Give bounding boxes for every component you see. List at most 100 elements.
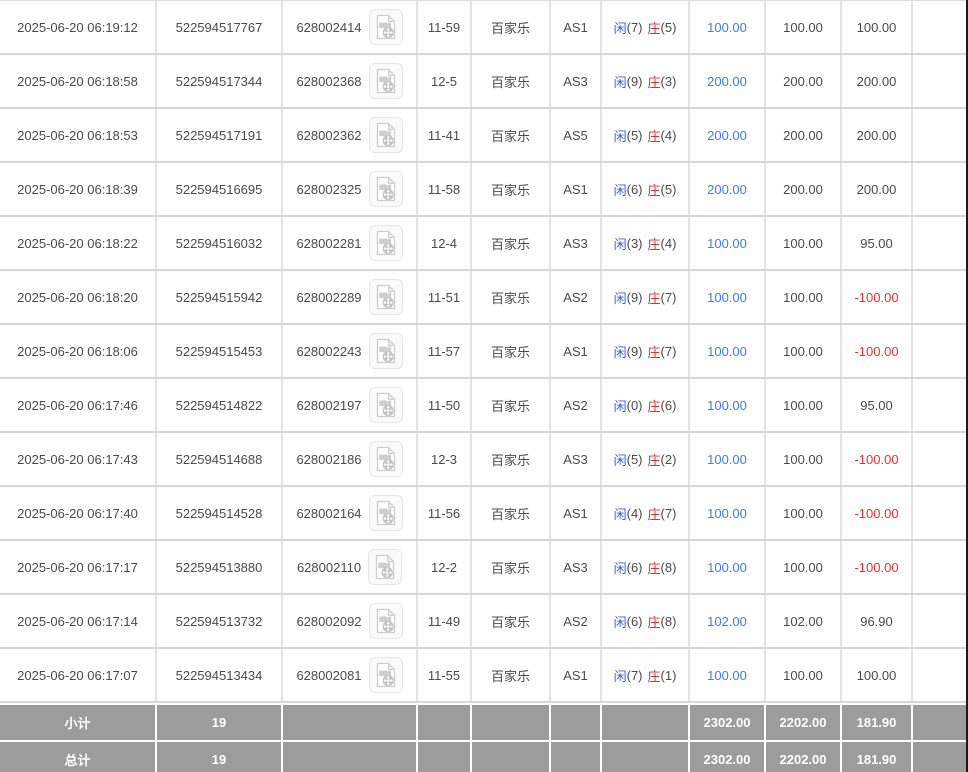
win-loss: -100.00 [854, 505, 899, 521]
bet-amount-link[interactable]: 100.00 [707, 397, 747, 413]
bet-amount-link[interactable]: 100.00 [707, 451, 747, 467]
win-loss: -100.00 [854, 451, 899, 467]
video-replay-button[interactable] [368, 495, 403, 531]
round-id: 628002081 [296, 667, 362, 683]
video-replay-button[interactable] [368, 225, 403, 261]
game-type: 百家乐 [490, 74, 530, 90]
banker-label: 庄 [647, 290, 661, 306]
banker-label: 庄 [647, 344, 661, 360]
valid-amount: 100.00 [783, 19, 823, 35]
bet-id: 522594517767 [175, 19, 263, 35]
table-round: 12-2 [430, 559, 458, 575]
bet-amount-link[interactable]: 200.00 [707, 181, 747, 197]
bet-id: 522594513880 [175, 559, 263, 575]
player-label: 闲 [613, 182, 627, 198]
game-result: 闲 (5) 庄 (4) [602, 109, 690, 161]
game-type: 百家乐 [490, 290, 530, 306]
round-id: 628002243 [296, 343, 362, 359]
bet-amount-link[interactable]: 100.00 [707, 559, 747, 575]
table-code: AS1 [563, 505, 588, 521]
player-label: 闲 [613, 668, 627, 684]
game-type: 百家乐 [490, 236, 530, 252]
total-empty-cell [283, 742, 418, 772]
empty-cell [913, 541, 968, 593]
total-row: 总计 19 2302.00 2202.00 181.90 [0, 742, 968, 772]
player-label: 闲 [613, 560, 627, 576]
empty-cell [913, 1, 968, 53]
game-result: 闲 (6) 庄 (8) [602, 595, 690, 647]
round-id: 628002414 [296, 19, 362, 35]
total-bet-total: 2302.00 [690, 742, 766, 772]
bet-amount-link[interactable]: 200.00 [707, 73, 747, 89]
video-replay-button[interactable] [368, 171, 403, 207]
subtotal-win-total: 181.90 [842, 705, 913, 740]
subtotal-count: 19 [157, 705, 283, 740]
banker-points: (2) [660, 451, 677, 467]
valid-amount: 200.00 [783, 127, 823, 143]
video-replay-button[interactable] [368, 387, 403, 423]
table-code: AS5 [563, 127, 588, 143]
game-type: 百家乐 [490, 20, 530, 36]
bet-amount-link[interactable]: 100.00 [707, 343, 747, 359]
table-row: 2025-06-20 06:19:12 522594517767 6280024… [0, 1, 968, 55]
video-replay-icon [375, 608, 397, 634]
player-label: 闲 [613, 20, 627, 36]
banker-label: 庄 [647, 668, 661, 684]
bet-amount-link[interactable]: 102.00 [707, 613, 747, 629]
table-row: 2025-06-20 06:18:53 522594517191 6280023… [0, 109, 968, 163]
win-loss: 100.00 [856, 667, 897, 683]
empty-cell [913, 217, 968, 269]
video-replay-button[interactable] [368, 63, 403, 99]
bet-time: 2025-06-20 06:18:06 [17, 343, 138, 359]
table-round: 11-49 [427, 613, 461, 629]
empty-cell [913, 433, 968, 485]
table-code: AS2 [563, 397, 588, 413]
win-loss: 100.00 [856, 19, 897, 35]
round-id: 628002186 [296, 451, 362, 467]
player-label: 闲 [613, 236, 627, 252]
bet-id: 522594517191 [175, 127, 263, 143]
game-result: 闲 (9) 庄 (7) [602, 271, 690, 323]
game-type: 百家乐 [490, 506, 530, 522]
video-replay-icon [375, 176, 397, 202]
bet-amount-link[interactable]: 100.00 [707, 289, 747, 305]
banker-label: 庄 [647, 74, 661, 90]
video-replay-button[interactable] [368, 117, 403, 153]
total-empty-cell [418, 742, 472, 772]
player-points: (5) [626, 127, 643, 143]
bet-id: 522594516032 [175, 235, 263, 251]
bet-time: 2025-06-20 06:17:40 [17, 505, 138, 521]
video-replay-button[interactable] [368, 603, 403, 639]
bet-amount-link[interactable]: 100.00 [707, 667, 747, 683]
video-replay-button[interactable] [368, 549, 403, 585]
bet-amount-link[interactable]: 100.00 [707, 505, 747, 521]
table-row: 2025-06-20 06:17:17 522594513880 6280021… [0, 541, 968, 595]
video-replay-icon [375, 392, 397, 418]
win-loss: -100.00 [854, 559, 899, 575]
win-loss: -100.00 [854, 343, 899, 359]
table-row: 2025-06-20 06:17:43 522594514688 6280021… [0, 433, 968, 487]
table-row: 2025-06-20 06:17:14 522594513732 6280020… [0, 595, 968, 649]
round-id: 628002197 [296, 397, 362, 413]
video-replay-button[interactable] [368, 279, 403, 315]
subtotal-empty-cell [913, 705, 968, 740]
video-replay-button[interactable] [368, 657, 403, 693]
player-points: (7) [626, 19, 643, 35]
player-label: 闲 [613, 128, 627, 144]
game-type: 百家乐 [490, 182, 530, 198]
bet-amount-link[interactable]: 100.00 [707, 235, 747, 251]
bet-amount-link[interactable]: 100.00 [707, 19, 747, 35]
video-replay-button[interactable] [368, 441, 403, 477]
valid-amount: 100.00 [783, 289, 823, 305]
round-id: 628002281 [296, 235, 362, 251]
round-id: 628002110 [296, 559, 362, 575]
subtotal-bet-total: 2302.00 [690, 705, 766, 740]
subtotal-label: 小计 [0, 705, 157, 740]
video-replay-button[interactable] [368, 333, 403, 369]
round-id: 628002325 [296, 181, 362, 197]
video-replay-button[interactable] [368, 9, 403, 45]
valid-amount: 100.00 [783, 451, 823, 467]
bet-amount-link[interactable]: 200.00 [707, 127, 747, 143]
